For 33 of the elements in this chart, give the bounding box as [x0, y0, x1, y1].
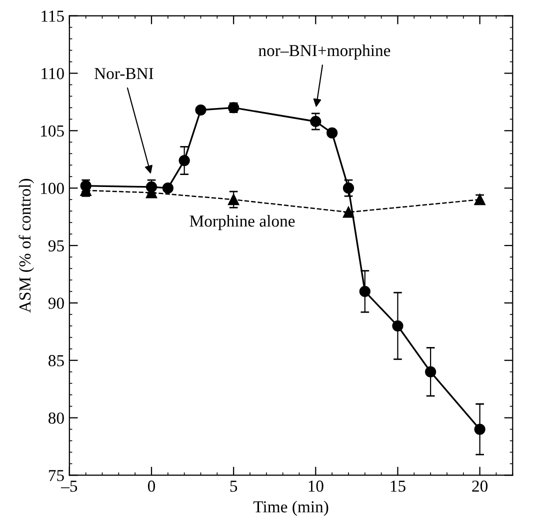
y-tick-label: 75 — [48, 470, 64, 482]
y-tick-label: 90 — [48, 298, 64, 309]
annotation: nor–BNI+morphine — [258, 44, 390, 60]
x-axis-title: Time (min) — [253, 500, 328, 516]
y-tick-label: 80 — [48, 412, 64, 424]
y-tick-label: 105 — [41, 125, 64, 137]
point — [474, 194, 486, 206]
x-tick-label: 10 — [308, 480, 324, 492]
point — [359, 286, 370, 298]
y-axis-title: ASM (% of control) — [18, 178, 34, 313]
y-tick-label: 115 — [42, 10, 64, 22]
x-tick-label: 20 — [472, 480, 488, 492]
point — [342, 182, 354, 194]
point — [342, 206, 354, 218]
y-tick-label: 110 — [42, 68, 64, 80]
annotation: Nor-BNI — [94, 68, 154, 80]
point — [326, 127, 338, 139]
y-tick-label: 95 — [48, 240, 64, 252]
point — [310, 116, 322, 128]
point — [228, 194, 240, 206]
x-tick-label: –5 — [60, 480, 78, 492]
x-tick-label: 5 — [230, 480, 238, 492]
x-tick-label: 0 — [148, 480, 156, 492]
point — [195, 104, 206, 116]
x-tick-label: 15 — [390, 480, 406, 492]
y-tick-label: 85 — [48, 355, 64, 366]
point — [425, 366, 436, 378]
annotation: Morphine alone — [190, 214, 295, 230]
y-tick-label: 100 — [41, 182, 64, 194]
point — [392, 320, 404, 332]
point — [162, 182, 174, 194]
point — [178, 154, 190, 166]
point — [474, 424, 486, 435]
